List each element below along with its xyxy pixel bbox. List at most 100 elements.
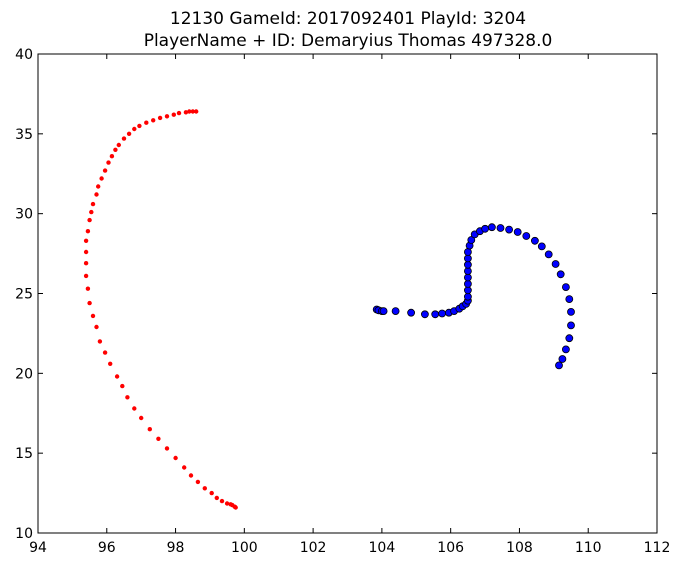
series-1-point-24 (467, 236, 476, 244)
series-0-point-51 (214, 495, 219, 501)
series-0-point-24 (87, 217, 92, 223)
x-tick-label-112: 112 (644, 540, 671, 556)
x-tick-label-108: 108 (506, 540, 533, 556)
series-0-point-44 (164, 446, 170, 451)
series-0-point-40 (132, 406, 137, 411)
series-0-point-17 (106, 160, 111, 165)
y-tick-label-30: 30 (15, 207, 33, 223)
series-0-point-39 (125, 395, 130, 400)
y-tick-label-10: 10 (15, 526, 33, 542)
series-1-point-20 (463, 260, 472, 269)
series-1-point-22 (463, 248, 472, 256)
series-0-point-32 (90, 313, 96, 319)
series-1-point-7 (431, 310, 440, 319)
series-1-point-40 (567, 307, 575, 316)
y-tick-label-40: 40 (15, 47, 33, 63)
series-1-point-3 (379, 307, 388, 316)
series-0-point-1 (190, 109, 195, 114)
chart-title-line-2: PlayerName + ID: Demaryius Thomas 497328… (144, 31, 553, 51)
x-tick-label-110: 110 (575, 540, 602, 556)
series-0-point-52 (219, 498, 225, 504)
series-0-point-25 (85, 229, 91, 234)
series-1-point-32 (522, 232, 531, 240)
series-1-point-15 (463, 292, 472, 301)
series-0-point-18 (102, 168, 108, 173)
series-0-point-2 (187, 109, 192, 114)
series-1-point-8 (438, 309, 447, 318)
series-0-point-19 (99, 176, 104, 181)
y-tick-label-20: 20 (15, 366, 33, 382)
series-1-point-37 (556, 270, 565, 279)
series-0-point-49 (202, 486, 207, 491)
series-0-point-15 (113, 147, 118, 152)
series-1-point-35 (544, 250, 553, 259)
x-tick-label-98: 98 (167, 540, 185, 556)
series-0-point-0 (194, 109, 199, 114)
series-0-point-30 (85, 286, 91, 291)
series-1-point-42 (565, 334, 574, 343)
x-tick-label-100: 100 (231, 540, 258, 556)
series-0-point-48 (195, 479, 201, 485)
series-0-point-34 (97, 339, 103, 344)
series-1-point-34 (537, 242, 546, 251)
chart-title-line-1: 12130 GameId: 2017092401 PlayId: 3204 (170, 9, 526, 29)
series-0-point-21 (94, 192, 99, 197)
series-1-point-6 (420, 310, 429, 319)
series-1-point-36 (551, 260, 560, 268)
series-1-point-41 (567, 321, 575, 330)
series-1-point-30 (505, 225, 514, 234)
series-1-point-18 (463, 273, 472, 282)
series-1-point-28 (487, 223, 496, 232)
data-points (83, 109, 575, 510)
series-0-point-22 (90, 201, 96, 207)
series-0-point-41 (139, 415, 144, 421)
series-0-point-23 (89, 209, 94, 215)
x-tick-label-102: 102 (300, 540, 327, 556)
series-0-point-27 (83, 249, 89, 255)
plot-frame (37, 53, 658, 534)
series-1-point-33 (531, 236, 539, 245)
series-0-point-43 (156, 436, 161, 441)
series-1-point-17 (463, 279, 472, 288)
series-1-point-27 (481, 224, 490, 233)
series-1-point-39 (565, 295, 574, 304)
axis-ticks: 94 96 98 100 102 104 106 108 110 112 10 15 20 25 30 35 4… (15, 47, 670, 556)
series-0-point-42 (147, 427, 152, 432)
series-0-point-12 (126, 131, 132, 136)
x-tick-label-96: 96 (98, 540, 116, 556)
x-tick-label-104: 104 (369, 540, 396, 556)
series-0-point-31 (87, 300, 92, 306)
series-1-point-38 (562, 283, 570, 292)
series-0-point-8 (151, 118, 156, 123)
series-0-point-14 (116, 142, 122, 148)
series-0-point-9 (144, 120, 149, 125)
series-0-point-37 (114, 374, 120, 379)
y-tick-label-35: 35 (15, 127, 33, 143)
series-1-point-4 (391, 307, 400, 316)
series-0-point-26 (83, 238, 89, 243)
series-0-point-28 (83, 261, 89, 266)
series-0-point-53 (224, 501, 230, 506)
series-0-point-10 (137, 123, 142, 129)
series-0-point-13 (121, 136, 127, 141)
series-0-point-47 (188, 473, 194, 478)
series-0-point-57 (233, 505, 238, 510)
series-0-point-5 (171, 112, 176, 117)
series-0-point-3 (183, 110, 189, 115)
x-tick-label-94: 94 (29, 540, 47, 556)
y-tick-label-25: 25 (15, 287, 33, 303)
series-0-point-16 (109, 154, 115, 159)
series-0-point-4 (176, 110, 182, 116)
series-0-point-11 (132, 126, 137, 132)
series-1-point-21 (463, 254, 472, 263)
series-1-point-43 (562, 345, 570, 354)
series-0-point-46 (182, 465, 187, 470)
series-0-point-33 (94, 324, 99, 330)
series-1-point-16 (463, 286, 472, 295)
series-0-point-45 (173, 455, 178, 461)
series-0-point-20 (96, 184, 101, 189)
series-1-point-44 (558, 355, 567, 363)
series-0-point-6 (164, 114, 170, 119)
series-1-point-31 (513, 228, 522, 236)
